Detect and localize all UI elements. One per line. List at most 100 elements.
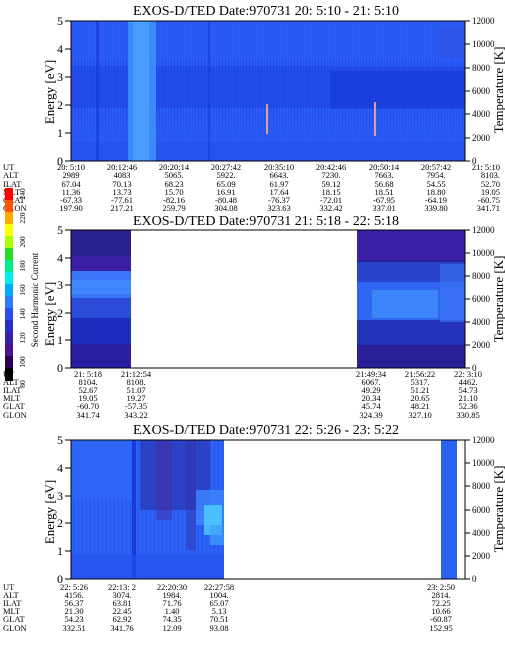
ephemeris-table: UT ALT ILAT MLT GLAT GLON 20: 5:10298967… xyxy=(3,162,500,213)
ephem-value: 22:13: 2 xyxy=(108,582,136,592)
ephem-value: 13.73 xyxy=(112,187,131,197)
ephem-label: UT xyxy=(3,162,15,172)
y2-tick-label: 6000 xyxy=(472,294,491,304)
ephem-value: 339.80 xyxy=(424,203,447,213)
ephem-value: 197.90 xyxy=(59,203,82,213)
y-axis-label: Energy [eV] xyxy=(42,480,57,544)
y2-tick-label: 0 xyxy=(472,574,477,584)
ephem-value: 52.36 xyxy=(458,401,477,411)
colorbar-tick: 140 xyxy=(18,308,27,320)
left-axis: 0 1 2 3 4 5 Energy [eV] xyxy=(42,14,470,168)
y2-tick-label: 4000 xyxy=(472,109,491,119)
ephemeris-table: UT ALT ILAT MLT GLAT GLON 22: 5:264156.5… xyxy=(3,582,455,633)
y-tick-label: 1 xyxy=(57,544,63,558)
spectrogram xyxy=(71,230,465,368)
ephem-value: -80.48 xyxy=(215,195,237,205)
colorbar-tick: 240 xyxy=(18,188,27,200)
ephem-value: 21:56:22 xyxy=(405,369,435,379)
ephem-label: ILAT xyxy=(3,385,22,395)
ephem-label: GLAT xyxy=(3,614,26,624)
ephem-value: -82.16 xyxy=(163,195,185,205)
colorbar-label: Second Harmonic Current xyxy=(30,252,40,347)
ephem-value: 22: 5:26 xyxy=(60,582,88,592)
ephem-value: 22:20:30 xyxy=(157,582,187,592)
ephem-value: 19.05 xyxy=(481,187,500,197)
y-tick-label: 5 xyxy=(57,14,63,28)
ephem-value: 2814. xyxy=(431,590,450,600)
colorbar-tick: 160 xyxy=(18,284,27,296)
ephem-value: 21.10 xyxy=(458,393,477,403)
ephem-label: GLON xyxy=(3,410,27,420)
y2-tick-label: 8000 xyxy=(472,63,491,73)
ephem-label: MLT xyxy=(3,606,21,616)
ephem-value: 68.23 xyxy=(164,179,183,189)
ephem-value: 5.13 xyxy=(212,606,227,616)
ephem-value: 259.79 xyxy=(162,203,185,213)
y2-tick-label: 12000 xyxy=(472,435,495,445)
ephem-label: GLON xyxy=(3,203,27,213)
ephem-value: 17.64 xyxy=(269,187,289,197)
ephem-value: 19.05 xyxy=(78,393,97,403)
ephem-value: 54.23 xyxy=(64,614,83,624)
ephem-value: 45.74 xyxy=(361,401,381,411)
right-axis: 0 2000 4000 6000 8000 10000 12000 Temper… xyxy=(472,225,505,373)
ephem-value: 5317. xyxy=(410,377,429,387)
y-tick-label: 2 xyxy=(57,516,63,530)
ephem-value: 20:57:42 xyxy=(421,162,451,172)
ephem-value: 23: 2:50 xyxy=(427,582,455,592)
ephem-value: 20:20:14 xyxy=(159,162,190,172)
ephem-label: GLAT xyxy=(3,195,26,205)
y-tick-label: 4 xyxy=(57,42,63,56)
y-tick-label: 3 xyxy=(57,278,63,292)
ephem-value: 52.67 xyxy=(78,385,97,395)
ephem-value: 56.68 xyxy=(374,179,393,189)
ephem-value: -67.95 xyxy=(373,195,395,205)
ephem-value: 52.70 xyxy=(481,179,500,189)
y-axis-label: Energy [eV] xyxy=(42,60,57,124)
ephem-value: 20:35:10 xyxy=(264,162,294,172)
y-tick-label: 4 xyxy=(57,251,63,265)
ephem-value: 341.74 xyxy=(76,410,100,420)
ephem-value: 3074. xyxy=(112,590,131,600)
ephem-value: 1.40 xyxy=(165,606,180,616)
ephem-value: -57.35 xyxy=(125,401,147,411)
ephem-value: 330.85 xyxy=(456,410,479,420)
ephem-value: -77.61 xyxy=(111,195,133,205)
y2-tick-label: 6000 xyxy=(472,505,491,515)
left-axis: 0 1 2 3 4 5 Energy [eV] xyxy=(42,433,470,586)
colorbar-tick: 220 xyxy=(18,212,27,224)
ephem-value: 7663. xyxy=(374,170,393,180)
ephem-value: 343.22 xyxy=(124,410,147,420)
ephem-label: GLON xyxy=(3,623,27,633)
colorbar-tick: 120 xyxy=(18,332,27,344)
y2-tick-label: 6000 xyxy=(472,86,491,96)
ephem-value: 323.63 xyxy=(267,203,290,213)
y-tick-label: 4 xyxy=(57,461,63,475)
ephem-value: 48.21 xyxy=(410,401,429,411)
ephem-value: 70.13 xyxy=(112,179,131,189)
spectrogram xyxy=(71,21,465,161)
ephem-value: 7230. xyxy=(321,170,340,180)
y2-tick-label: 2000 xyxy=(472,340,491,350)
ephem-value: 65.07 xyxy=(209,598,228,608)
y-tick-label: 0 xyxy=(57,154,63,168)
ephem-value: 324.39 xyxy=(359,410,382,420)
y2-tick-label: 2000 xyxy=(472,133,491,143)
ephem-value: 65.09 xyxy=(216,179,235,189)
ephem-value: 304.08 xyxy=(214,203,237,213)
ephem-value: 152.95 xyxy=(429,623,452,633)
ephem-value: 20.65 xyxy=(410,393,429,403)
y-tick-label: 3 xyxy=(57,489,63,503)
ephem-value: 5922. xyxy=(216,170,235,180)
y-tick-label: 3 xyxy=(57,70,63,84)
ephem-value: 20.34 xyxy=(361,393,381,403)
panel-2: EXOS-D/TED Date:970731 21: 5:18 - 22: 5:… xyxy=(3,214,505,420)
panel-title: EXOS-D/TED Date:970731 20: 5:10 - 21: 5:… xyxy=(133,4,399,19)
ephem-value: 49.29 xyxy=(361,385,380,395)
ephem-value: 59.12 xyxy=(321,179,340,189)
ephem-value: 56.37 xyxy=(64,598,83,608)
y2-tick-label: 8000 xyxy=(472,271,491,281)
y-tick-label: 5 xyxy=(57,223,63,237)
ephem-value: 2989 xyxy=(63,170,80,180)
